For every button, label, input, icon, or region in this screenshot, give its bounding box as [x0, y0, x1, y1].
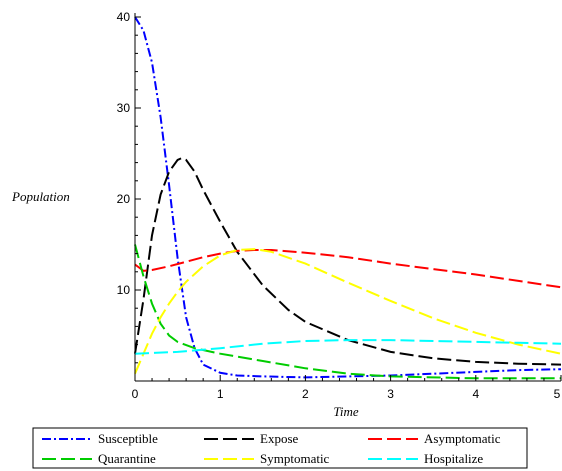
- y-tick-label: 40: [117, 10, 131, 24]
- legend-label-hospitalize: Hospitalize: [424, 451, 483, 466]
- legend-label-asymptomatic: Asymptomatic: [424, 431, 501, 446]
- x-tick-label: 1: [217, 387, 224, 401]
- axes: 10 20 30 40 0 1 2 3 4 5: [117, 10, 562, 401]
- series-line-symptomatic: [134, 248, 562, 375]
- x-tick-label: 4: [472, 387, 479, 401]
- legend-box: [32, 427, 528, 469]
- x-tick-label: 0: [132, 387, 139, 401]
- legend-label-expose: Expose: [260, 431, 299, 446]
- series-line-susceptible: [134, 16, 562, 379]
- legend: Susceptible Expose Asymptomatic Quarantine S…: [32, 427, 528, 469]
- series-line-asymptomatic: [134, 249, 562, 289]
- series-line-hospitalize: [134, 339, 562, 355]
- y-tick-label: 20: [117, 192, 131, 206]
- x-tick-label: 5: [554, 387, 561, 401]
- x-tick-label: 2: [302, 387, 309, 401]
- y-axis-label: Population: [11, 189, 70, 204]
- x-axis-label: Time: [333, 404, 359, 419]
- y-tick-label: 10: [117, 283, 131, 297]
- x-tick-label: 3: [387, 387, 394, 401]
- series-line-expose: [134, 156, 562, 366]
- legend-label-susceptible: Susceptible: [98, 431, 158, 446]
- legend-label-quarantine: Quarantine: [98, 451, 156, 466]
- plot-lines: [134, 16, 562, 380]
- y-tick-label: 30: [117, 101, 131, 115]
- legend-label-symptomatic: Symptomatic: [260, 451, 330, 466]
- series-line-quarantine: [134, 244, 561, 380]
